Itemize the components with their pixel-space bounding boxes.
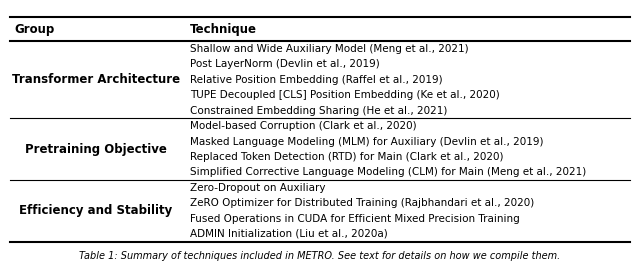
Text: Table 1: Summary of techniques included in METRO. See text for details on how we: Table 1: Summary of techniques included … (79, 251, 561, 261)
Text: Efficiency and Stability: Efficiency and Stability (19, 204, 173, 217)
Text: Transformer Architecture: Transformer Architecture (12, 73, 180, 87)
Text: Model-based Corruption (Clark et al., 2020): Model-based Corruption (Clark et al., 20… (190, 121, 417, 131)
Text: Masked Language Modeling (MLM) for Auxiliary (Devlin et al., 2019): Masked Language Modeling (MLM) for Auxil… (190, 136, 543, 147)
Text: Group: Group (15, 23, 55, 36)
Text: Fused Operations in CUDA for Efficient Mixed Precision Training: Fused Operations in CUDA for Efficient M… (190, 214, 520, 223)
Text: Technique: Technique (190, 23, 257, 36)
Text: Shallow and Wide Auxiliary Model (Meng et al., 2021): Shallow and Wide Auxiliary Model (Meng e… (190, 44, 468, 54)
Text: Relative Position Embedding (Raffel et al., 2019): Relative Position Embedding (Raffel et a… (190, 75, 443, 85)
Text: Zero-Dropout on Auxiliary: Zero-Dropout on Auxiliary (190, 183, 326, 193)
Text: Replaced Token Detection (RTD) for Main (Clark et al., 2020): Replaced Token Detection (RTD) for Main … (190, 152, 504, 162)
Text: ZeRO Optimizer for Distributed Training (Rajbhandari et al., 2020): ZeRO Optimizer for Distributed Training … (190, 198, 534, 208)
Text: Pretraining Objective: Pretraining Objective (25, 143, 167, 156)
Text: Constrained Embedding Sharing (He et al., 2021): Constrained Embedding Sharing (He et al.… (190, 106, 447, 116)
Text: Post LayerNorm (Devlin et al., 2019): Post LayerNorm (Devlin et al., 2019) (190, 60, 380, 69)
Text: ADMIN Initialization (Liu et al., 2020a): ADMIN Initialization (Liu et al., 2020a) (190, 229, 388, 239)
Text: TUPE Decoupled [CLS] Position Embedding (Ke et al., 2020): TUPE Decoupled [CLS] Position Embedding … (190, 90, 500, 100)
Text: Simplified Corrective Language Modeling (CLM) for Main (Meng et al., 2021): Simplified Corrective Language Modeling … (190, 167, 586, 177)
